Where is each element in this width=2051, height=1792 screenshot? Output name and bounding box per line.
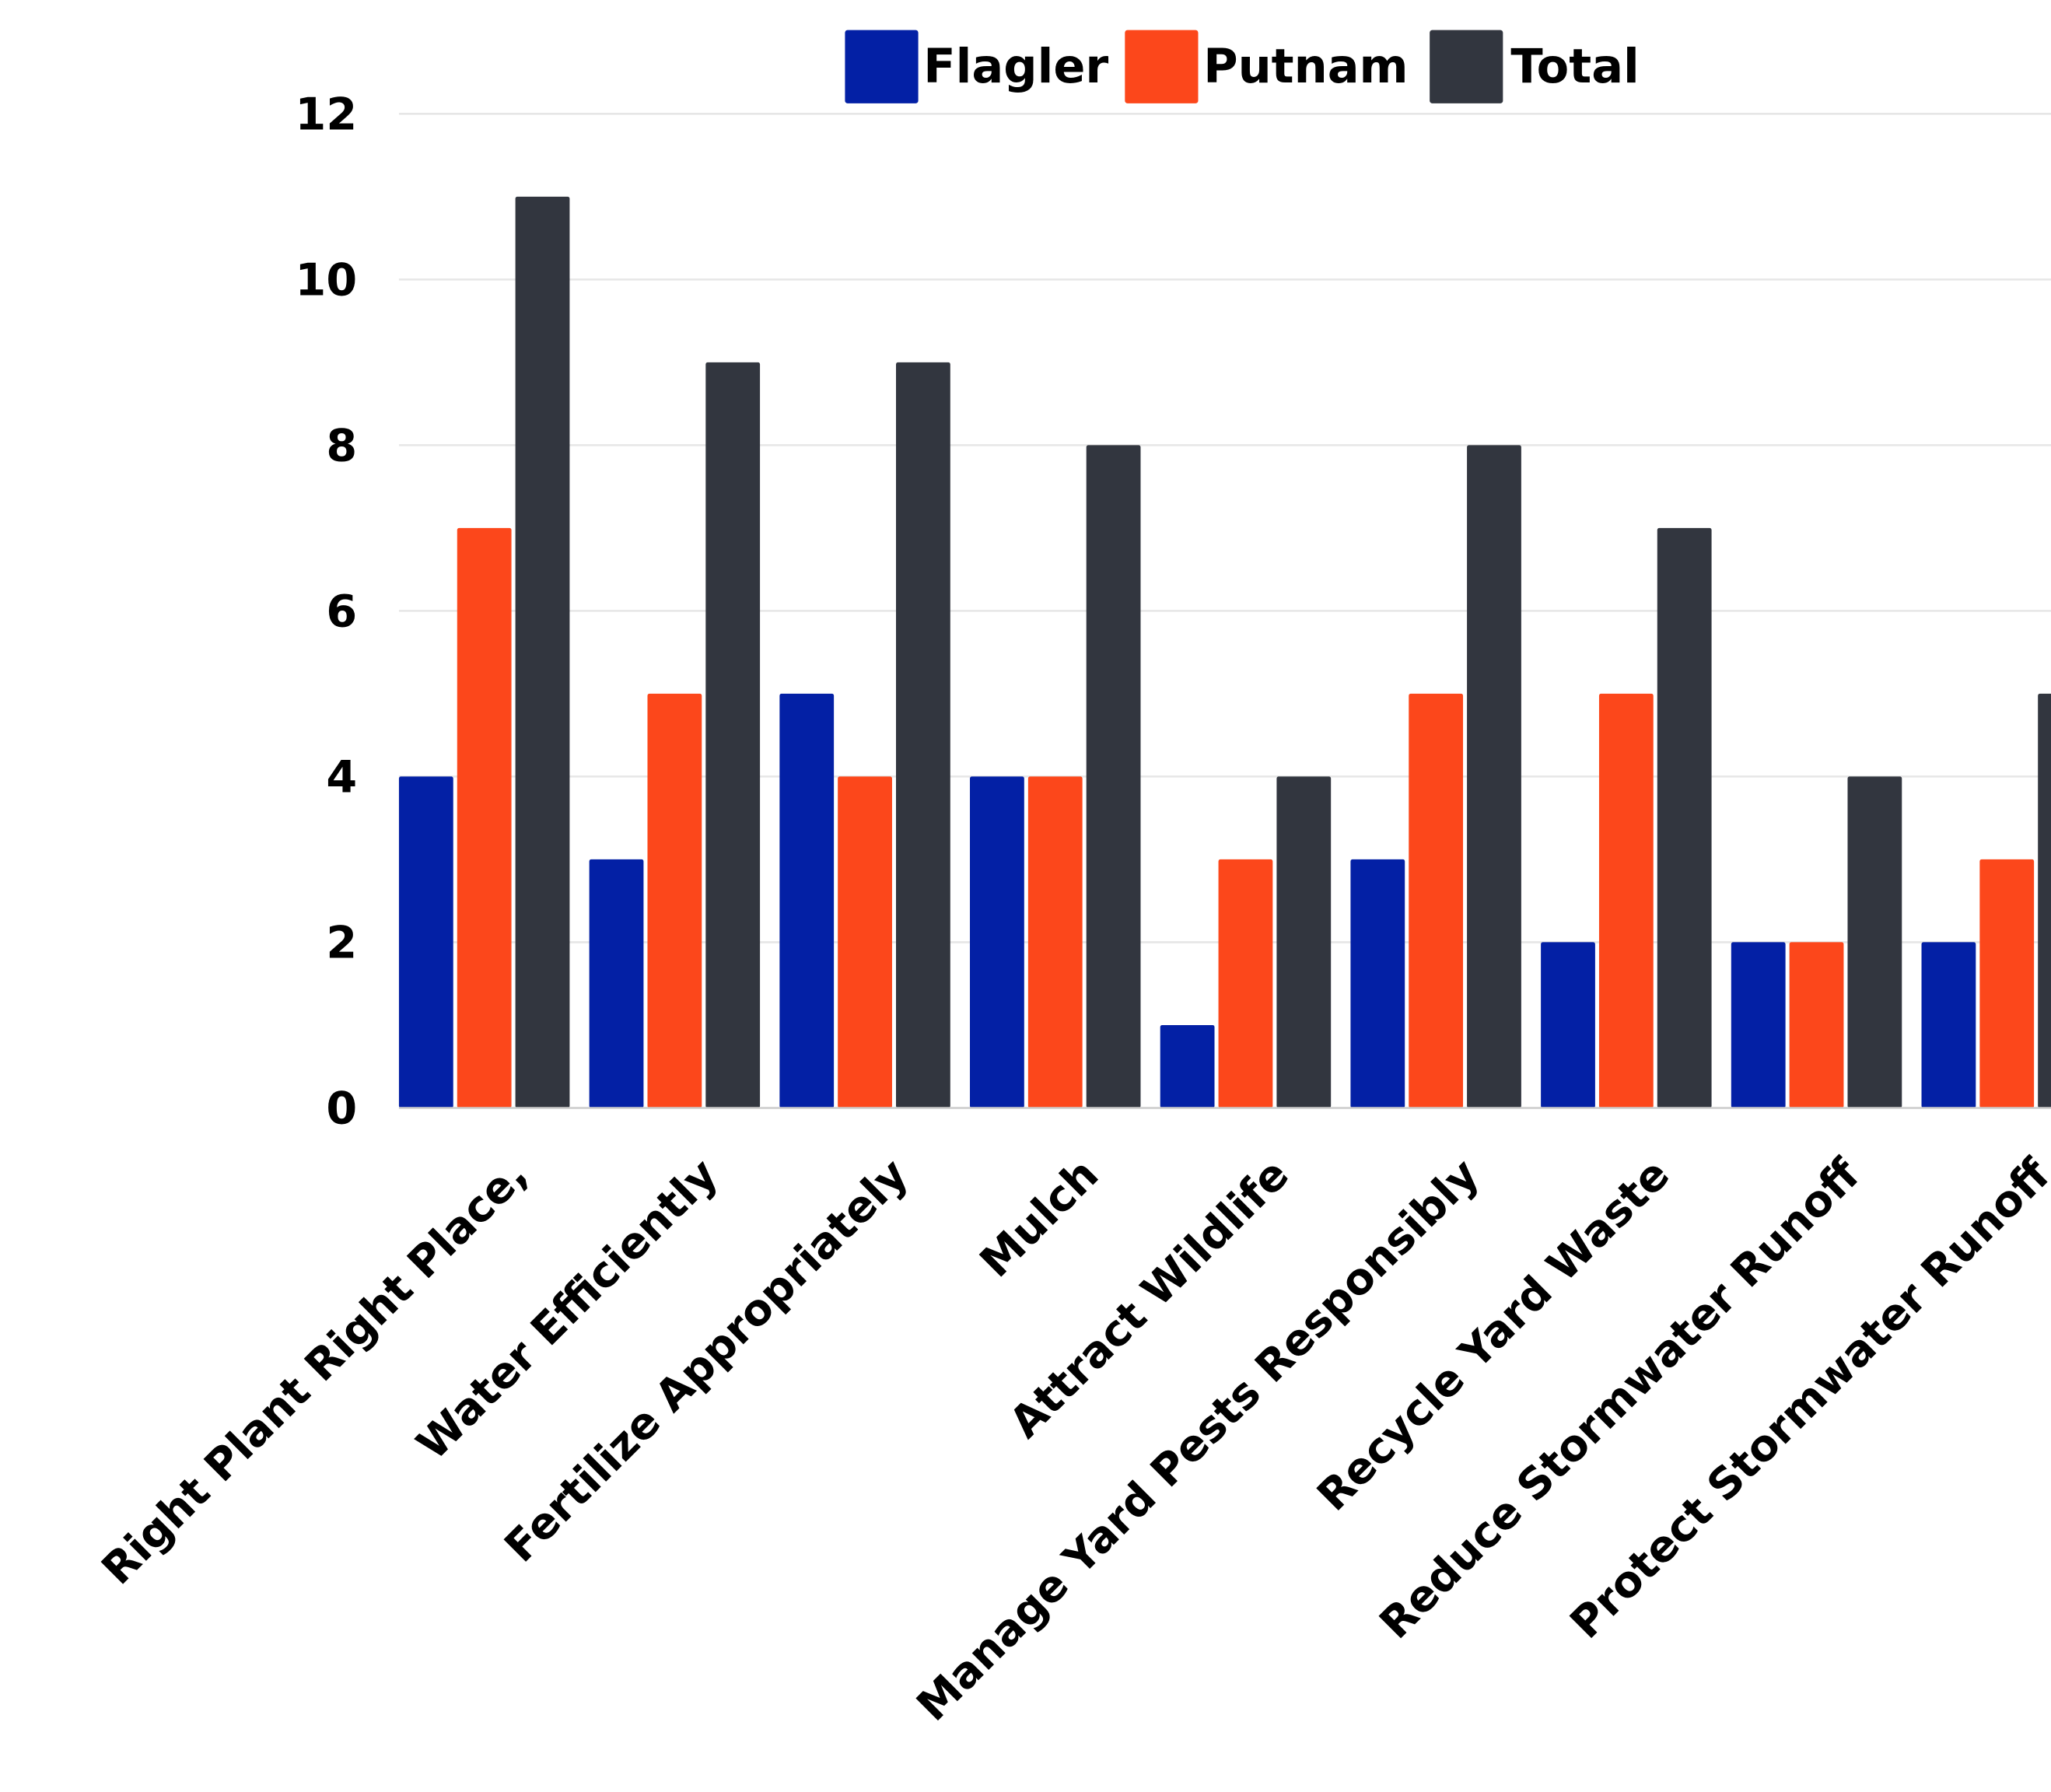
bar-total[interactable] xyxy=(1657,527,1712,1108)
bar-flagler[interactable] xyxy=(1160,1024,1215,1108)
legend-item-putnam[interactable]: Putnam xyxy=(1125,30,1409,103)
y-tick-label: 12 xyxy=(296,89,358,140)
legend-label: Total xyxy=(1510,40,1639,94)
legend-item-flagler[interactable]: Flagler xyxy=(845,30,1108,103)
bar-total[interactable] xyxy=(1467,445,1521,1108)
y-tick-label: 0 xyxy=(326,1083,357,1135)
bar-putnam[interactable] xyxy=(1027,776,1083,1108)
x-axis: Right Plant Right Place,Water Efficientl… xyxy=(92,1107,2051,1731)
legend-swatch xyxy=(845,30,919,103)
bar-putnam[interactable] xyxy=(1789,942,1844,1108)
bar-flagler[interactable] xyxy=(1731,942,1786,1108)
x-tick-label: Recycle Yard Waste xyxy=(1307,1150,1679,1521)
legend-item-total[interactable]: Total xyxy=(1430,30,1640,103)
bar-flagler[interactable] xyxy=(1921,942,1976,1108)
bars xyxy=(398,196,2051,1108)
bar-total[interactable] xyxy=(515,196,570,1108)
bar-putnam[interactable] xyxy=(1598,693,1654,1108)
y-axis: 0 2 4 6 8 10 12 xyxy=(296,89,358,1134)
bar-putnam[interactable] xyxy=(647,693,702,1108)
bar-flagler[interactable] xyxy=(398,776,453,1108)
bar-flagler[interactable] xyxy=(970,776,1024,1108)
bar-putnam[interactable] xyxy=(457,527,512,1108)
bar-putnam[interactable] xyxy=(838,776,892,1108)
bar-total[interactable] xyxy=(705,362,761,1108)
bar-flagler[interactable] xyxy=(1350,859,1405,1108)
y-tick-label: 6 xyxy=(326,586,357,638)
bar-putnam[interactable] xyxy=(1979,859,2035,1108)
legend-swatch xyxy=(1430,30,1503,103)
y-tick-label: 4 xyxy=(326,752,357,803)
legend-label: Flagler xyxy=(923,40,1108,94)
gridlines xyxy=(398,113,2051,943)
y-tick-label: 8 xyxy=(326,421,357,472)
legend[interactable]: Flagler Putnam Total xyxy=(845,30,1640,103)
bar-flagler[interactable] xyxy=(1541,942,1595,1108)
legend-swatch xyxy=(1125,30,1199,103)
bar-total[interactable] xyxy=(896,362,950,1108)
bar-total[interactable] xyxy=(1847,776,1902,1108)
legend-label: Putnam xyxy=(1203,40,1408,94)
y-tick-label: 10 xyxy=(296,255,358,306)
bar-total[interactable] xyxy=(2038,693,2051,1108)
bar-total[interactable] xyxy=(1086,445,1141,1108)
bar-total[interactable] xyxy=(1276,776,1332,1108)
bar-flagler[interactable] xyxy=(589,859,644,1108)
bar-putnam[interactable] xyxy=(1218,859,1273,1108)
y-tick-label: 2 xyxy=(326,918,357,969)
x-tick-label: Mulch xyxy=(971,1150,1109,1288)
bar-flagler[interactable] xyxy=(779,693,835,1108)
bar-putnam[interactable] xyxy=(1409,693,1464,1108)
x-tick-label: Fertilize Appropriately xyxy=(495,1150,918,1573)
